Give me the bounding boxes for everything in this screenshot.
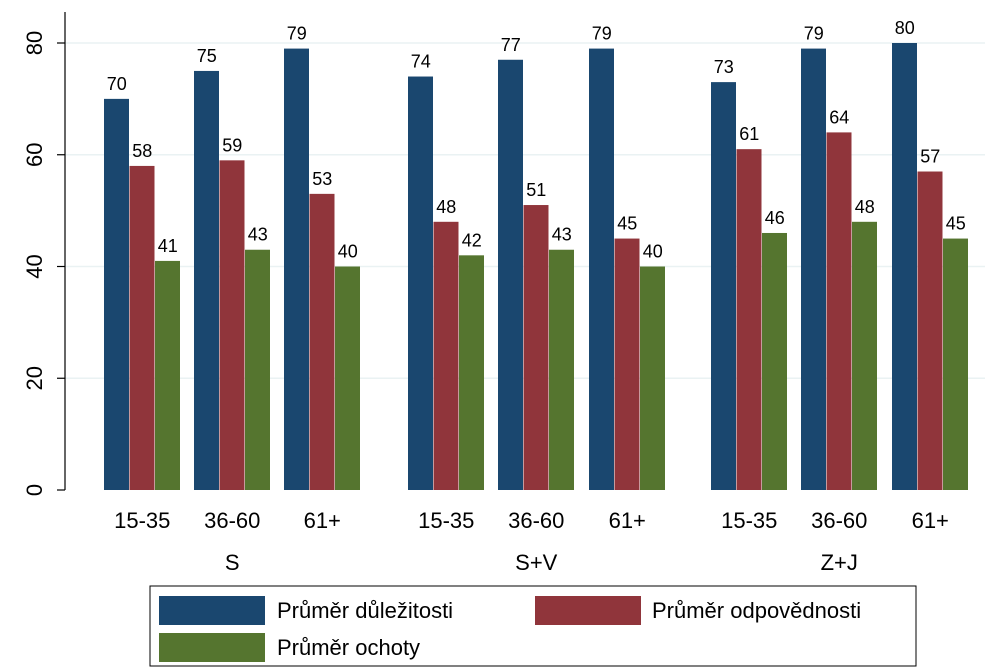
legend-label-2: Průměr odpovědnosti [652, 598, 861, 623]
value-label-1-7: 73 [714, 57, 734, 77]
bar-2-3 [309, 193, 335, 491]
group-label-1: S [225, 550, 240, 575]
category-label-5: 36-60 [508, 508, 564, 533]
value-label-1-3: 79 [287, 24, 307, 44]
bar-2-4 [433, 221, 459, 491]
bar-3-7 [762, 232, 787, 490]
bar-1-3 [284, 48, 309, 491]
bar-3-1 [155, 260, 180, 490]
category-label-9: 61+ [912, 508, 949, 533]
value-label-1-4: 74 [411, 52, 431, 72]
category-label-8: 36-60 [811, 508, 867, 533]
value-label-2-4: 48 [436, 197, 456, 217]
value-label-2-9: 57 [920, 147, 940, 167]
category-label-7: 15-35 [721, 508, 777, 533]
bar-2-8 [826, 132, 852, 490]
legend-swatch-1 [159, 596, 265, 625]
value-label-2-5: 51 [526, 180, 546, 200]
group-label-2: S+V [515, 550, 558, 575]
value-label-2-6: 45 [617, 214, 637, 234]
value-label-1-9: 80 [895, 18, 915, 38]
bar-1-1 [104, 98, 129, 490]
bar-3-9 [943, 238, 968, 490]
bar-2-1 [129, 165, 155, 491]
group-labels: S S+V Z+J [225, 550, 858, 575]
value-label-2-3: 53 [312, 169, 332, 189]
bar-2-5 [523, 205, 549, 490]
bar-2-9 [917, 171, 943, 490]
category-label-6: 61+ [609, 508, 646, 533]
y-axis: 0 20 40 60 80 [22, 12, 66, 496]
legend-box [149, 585, 917, 667]
value-label-1-2: 75 [197, 46, 217, 66]
bar-2-7 [736, 149, 762, 490]
legend-swatch-2 [535, 596, 641, 625]
legend-label-3: Průměr ochoty [277, 635, 420, 660]
value-label-3-5: 43 [552, 225, 572, 245]
bar-2-2 [219, 160, 245, 490]
value-label-2-1: 58 [132, 141, 152, 161]
value-labels: 70 75 79 74 77 79 73 79 80 58 59 53 48 51 45 61 64 57 41 43… [107, 18, 966, 262]
y-tick-label-0: 0 [22, 484, 47, 496]
bar-3-2 [245, 249, 270, 490]
y-tick-label-60: 60 [22, 143, 47, 167]
group-label-3: Z+J [821, 550, 858, 575]
y-tick-label-20: 20 [22, 366, 47, 390]
bar-1-2 [194, 70, 219, 490]
bar-1-7 [711, 82, 736, 491]
value-label-2-2: 59 [222, 135, 242, 155]
value-label-2-7: 61 [739, 124, 759, 144]
category-label-4: 15-35 [418, 508, 474, 533]
bar-1-5 [498, 59, 523, 490]
bar-1-9 [892, 43, 917, 490]
value-label-2-8: 64 [829, 107, 849, 127]
bar-3-4 [459, 255, 484, 490]
bar-3-8 [852, 221, 877, 491]
bar-3-3 [335, 266, 360, 490]
value-label-3-6: 40 [643, 242, 663, 262]
bar-3-5 [549, 249, 574, 490]
value-label-3-1: 41 [158, 236, 178, 256]
value-label-3-4: 42 [462, 230, 482, 250]
legend-swatch-3 [159, 633, 265, 662]
value-label-1-6: 79 [592, 24, 612, 44]
category-label-2: 36-60 [204, 508, 260, 533]
category-label-3: 61+ [304, 508, 341, 533]
value-label-1-1: 70 [107, 74, 127, 94]
y-tick-label-80: 80 [22, 31, 47, 55]
y-tick-label-40: 40 [22, 254, 47, 278]
bar-3-6 [640, 266, 665, 490]
value-label-3-7: 46 [765, 208, 785, 228]
value-label-1-8: 79 [804, 24, 824, 44]
bar-2-6 [614, 238, 640, 490]
legend-label-1: Průměr důležitosti [277, 598, 453, 623]
bar-1-8 [801, 48, 826, 491]
category-label-1: 15-35 [114, 508, 170, 533]
bar-1-6 [589, 48, 614, 491]
bars [104, 43, 968, 491]
legend: Průměr důležitosti Průměr odpovědnosti Prů… [149, 585, 917, 667]
value-label-1-5: 77 [501, 35, 521, 55]
value-label-3-3: 40 [338, 242, 358, 262]
category-labels: 15-35 36-60 61+ 15-35 36-60 61+ 15-35 36-60 61+ [114, 508, 949, 533]
value-label-3-2: 43 [248, 225, 268, 245]
value-label-3-9: 45 [946, 214, 966, 234]
value-label-3-8: 48 [855, 197, 875, 217]
bar-1-4 [408, 76, 433, 491]
